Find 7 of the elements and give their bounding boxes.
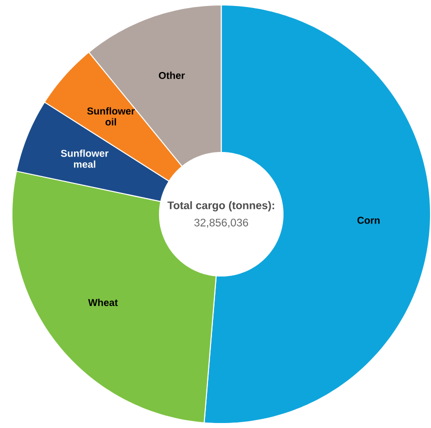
slice-label: Sunflower oil — [87, 108, 135, 126]
slice-label: Wheat — [88, 299, 118, 306]
slice-label: Other — [158, 72, 185, 80]
text: 32,856,036 — [194, 218, 248, 228]
text: Total cargo (tonnes): — [167, 201, 274, 212]
slice-label: Sunflower meal — [60, 150, 108, 168]
slice-label: Corn — [357, 217, 380, 224]
